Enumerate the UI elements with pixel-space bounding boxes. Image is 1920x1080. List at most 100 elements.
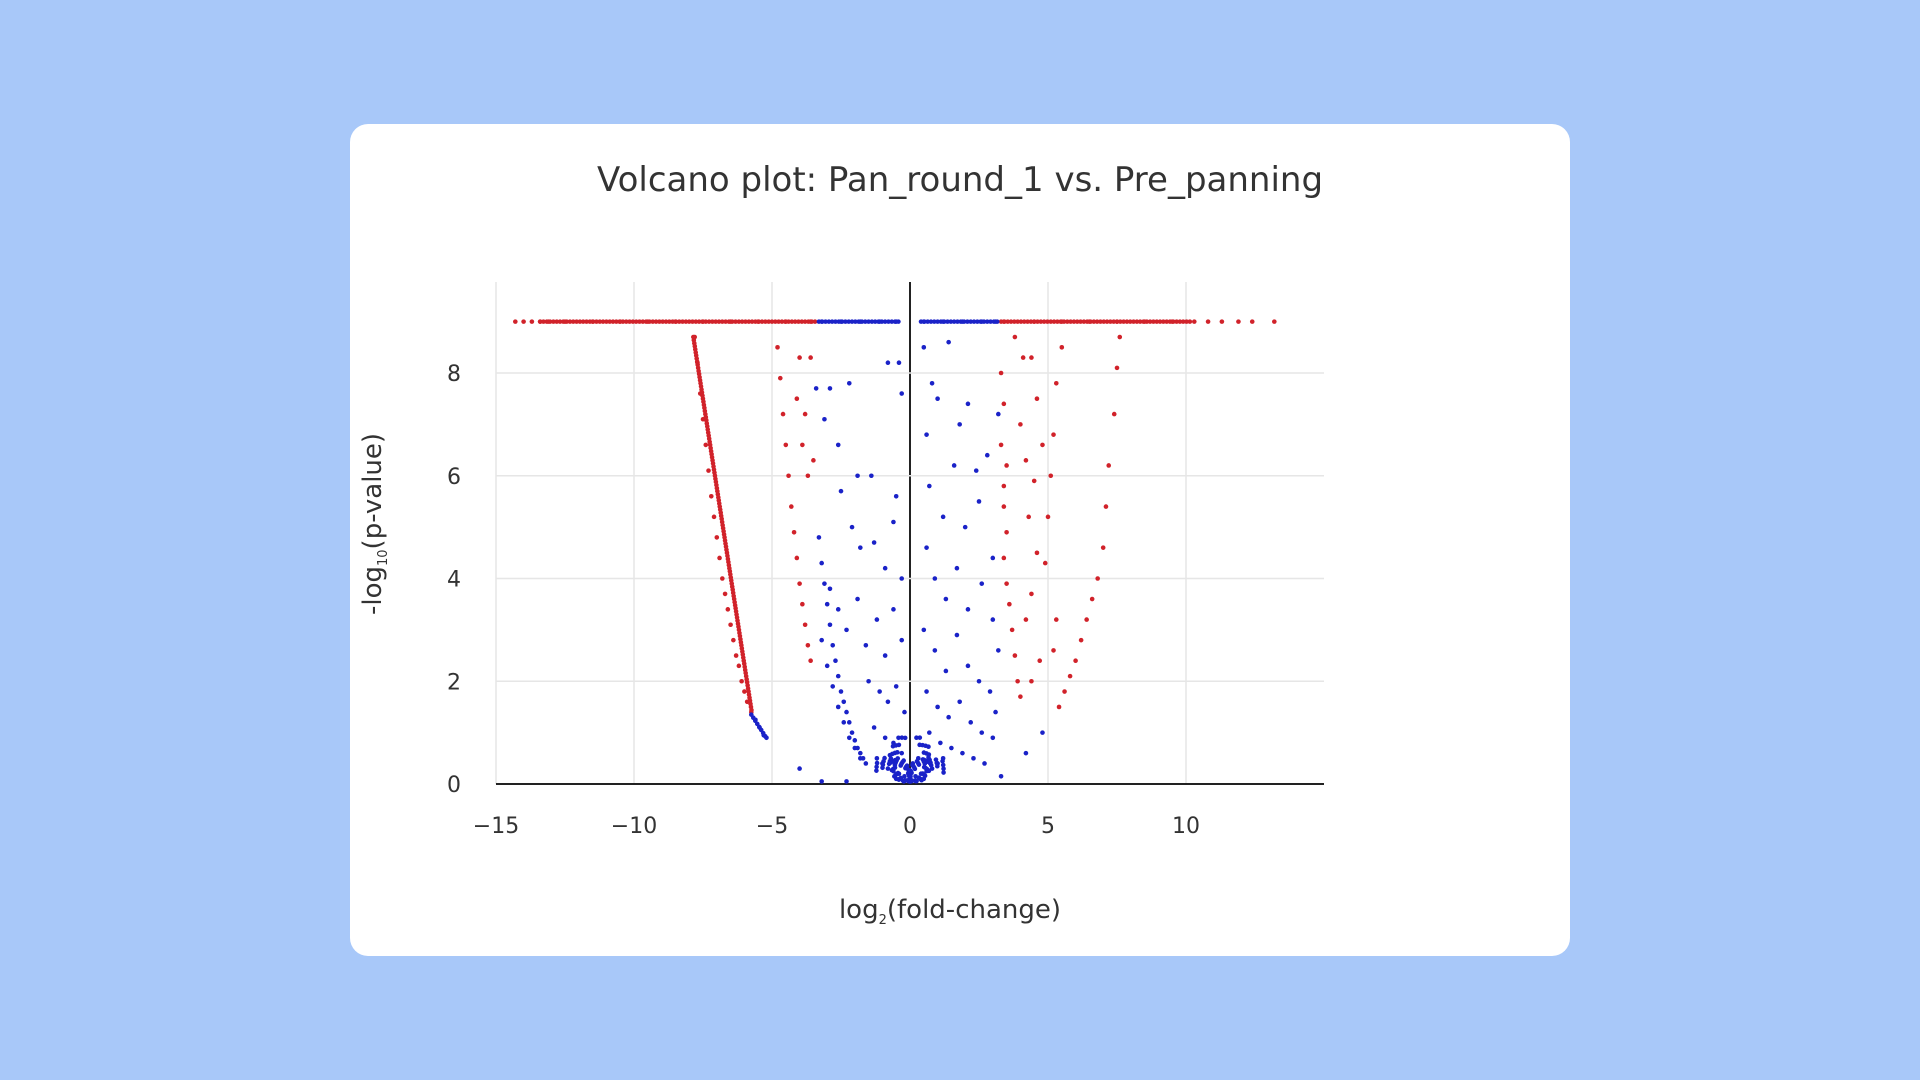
data-point <box>1124 319 1130 324</box>
data-point <box>926 744 931 750</box>
data-point <box>1037 658 1043 663</box>
data-point <box>557 319 563 324</box>
data-point <box>1091 319 1097 324</box>
data-point <box>987 689 993 694</box>
data-point <box>892 319 898 324</box>
data-point <box>900 778 906 784</box>
y-tick-label: 0 <box>447 773 461 798</box>
data-point <box>849 319 855 324</box>
data-point <box>901 758 906 763</box>
data-point <box>680 319 685 324</box>
data-point <box>1103 504 1109 509</box>
data-point <box>931 319 937 324</box>
data-point <box>690 319 695 324</box>
data-point <box>841 720 847 725</box>
x-tick-label: 0 <box>903 814 917 839</box>
data-point <box>835 704 841 710</box>
data-point <box>1005 319 1011 324</box>
data-point <box>759 319 765 324</box>
data-point <box>706 319 712 324</box>
chart-card: Volcano plot: Pan_round_1 vs. Pre_pannin… <box>350 124 1570 956</box>
x-tick-label: 5 <box>1041 814 1055 839</box>
data-point <box>902 735 908 741</box>
data-point <box>1154 319 1160 324</box>
data-point <box>830 684 836 689</box>
data-point <box>874 760 880 766</box>
data-point <box>946 339 951 345</box>
data-point <box>928 319 934 324</box>
data-point <box>627 319 632 324</box>
data-point <box>869 473 874 479</box>
data-point <box>1101 319 1107 324</box>
data-point <box>561 319 566 324</box>
data-point <box>856 319 861 324</box>
data-point <box>789 504 794 509</box>
data-point <box>607 319 613 324</box>
data-point <box>926 754 931 760</box>
data-point <box>797 355 802 360</box>
data-point <box>844 779 849 784</box>
data-point <box>958 319 964 324</box>
data-point <box>859 319 865 324</box>
data-point <box>1012 319 1017 324</box>
data-point <box>782 319 788 324</box>
data-point <box>879 319 885 324</box>
data-point <box>965 319 970 324</box>
data-point <box>749 707 754 713</box>
data-point <box>653 319 659 324</box>
data-point <box>940 758 945 764</box>
data-point <box>946 714 951 720</box>
data-point <box>888 760 894 765</box>
data-point <box>783 442 789 448</box>
data-point <box>1018 694 1023 699</box>
data-point <box>763 319 768 324</box>
data-point <box>731 637 736 643</box>
data-point <box>1045 319 1050 324</box>
data-point <box>1134 319 1140 324</box>
data-point <box>742 689 747 694</box>
data-point <box>984 452 990 458</box>
data-point <box>872 319 878 324</box>
data-point <box>858 756 863 761</box>
data-point <box>1048 319 1054 324</box>
data-point <box>802 411 808 417</box>
data-point <box>1114 319 1120 324</box>
data-point <box>976 678 982 684</box>
data-point <box>1161 319 1166 324</box>
data-point <box>1084 617 1089 622</box>
data-point <box>932 648 938 653</box>
data-point <box>1095 576 1100 581</box>
data-point <box>918 319 924 324</box>
data-point <box>1004 581 1009 586</box>
data-point <box>961 319 967 324</box>
data-point <box>935 396 940 401</box>
data-point <box>919 777 924 783</box>
data-point <box>1007 601 1012 607</box>
data-point <box>971 756 976 761</box>
data-point <box>890 743 896 749</box>
data-point <box>885 699 891 705</box>
data-point <box>990 735 996 741</box>
data-point <box>580 319 586 324</box>
data-point <box>791 529 797 535</box>
data-point <box>935 704 940 710</box>
data-point <box>1001 401 1007 407</box>
data-point <box>896 319 901 324</box>
data-point <box>1058 319 1063 324</box>
data-point <box>710 319 715 324</box>
data-point <box>871 725 877 730</box>
data-point <box>1074 319 1080 324</box>
data-point <box>866 678 871 684</box>
data-point <box>587 319 593 324</box>
data-point <box>564 319 569 324</box>
data-point <box>849 730 855 735</box>
data-point <box>895 756 901 761</box>
data-point <box>808 355 813 360</box>
data-point <box>1071 319 1077 324</box>
data-points <box>513 319 1277 784</box>
data-point <box>769 319 775 324</box>
data-point <box>836 319 842 324</box>
data-point <box>806 319 811 324</box>
data-point <box>941 766 946 772</box>
data-point <box>513 319 518 324</box>
